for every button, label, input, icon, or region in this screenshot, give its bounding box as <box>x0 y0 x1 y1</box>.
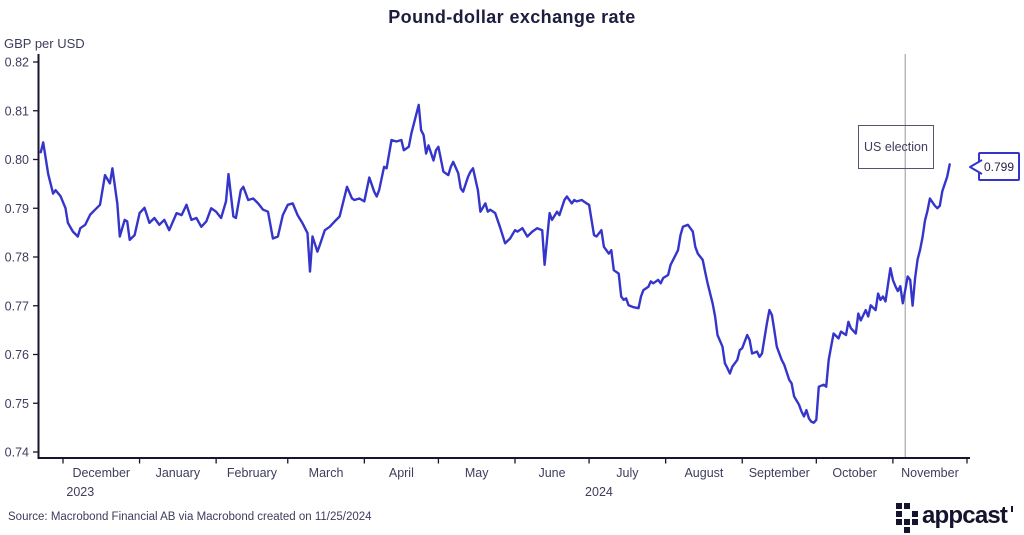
axes-frame <box>37 54 970 459</box>
month-label: August <box>684 466 723 480</box>
month-label: February <box>227 466 278 480</box>
y-tick-label: 0.80 <box>5 153 29 167</box>
month-label: April <box>389 466 414 480</box>
logo-grid-gap <box>912 527 918 533</box>
last-value-label: 0.799 <box>983 159 1015 174</box>
callout-arrow-icon <box>969 158 983 175</box>
logo-grid-dot <box>896 519 902 525</box>
source-note: Source: Macrobond Financial AB via Macro… <box>8 511 372 523</box>
year-label: 2024 <box>585 485 613 499</box>
month-label: March <box>309 466 344 480</box>
month-label: November <box>901 466 959 480</box>
y-tick-label: 0.81 <box>5 104 29 118</box>
logo-grid-dot <box>896 503 902 509</box>
month-label: May <box>465 466 489 480</box>
logo-grid-dot <box>912 511 918 517</box>
logo-grid-dot <box>904 527 910 533</box>
exchange-rate-line <box>39 103 951 424</box>
last-value-callout: 0.799 <box>969 152 1020 181</box>
logo-grid-dot <box>912 519 918 525</box>
y-tick-label: 0.76 <box>5 348 29 362</box>
appcast-logo-trademark-tick <box>1011 506 1014 512</box>
month-label: September <box>749 466 810 480</box>
month-label: December <box>72 466 130 480</box>
y-tick-label: 0.75 <box>5 397 29 411</box>
logo-grid-gap <box>904 511 910 517</box>
appcast-grid-icon <box>896 503 918 533</box>
appcast-logo: appcast <box>896 501 1014 533</box>
month-label: October <box>832 466 876 480</box>
logo-grid-dot <box>896 511 902 517</box>
y-tick-label: 0.78 <box>5 251 29 265</box>
month-label: June <box>538 466 565 480</box>
logo-grid-dot <box>904 503 910 509</box>
y-tick-label: 0.79 <box>5 202 29 216</box>
month-label: January <box>156 466 201 480</box>
appcast-logo-text: appcast <box>922 502 1008 529</box>
y-tick-label: 0.74 <box>5 446 29 460</box>
logo-grid-gap <box>912 503 918 509</box>
y-tick-label: 0.77 <box>5 299 29 313</box>
month-label: July <box>616 466 639 480</box>
logo-grid-dot <box>904 519 910 525</box>
us-election-annotation-label: US election <box>864 140 928 154</box>
y-tick-label: 0.82 <box>5 56 29 70</box>
y-axis-title: GBP per USD <box>4 36 85 51</box>
year-label: 2023 <box>66 485 94 499</box>
us-election-annotation-box: US election <box>858 125 934 169</box>
logo-grid-gap <box>896 527 902 533</box>
chart-title: Pound-dollar exchange rate <box>388 7 636 27</box>
